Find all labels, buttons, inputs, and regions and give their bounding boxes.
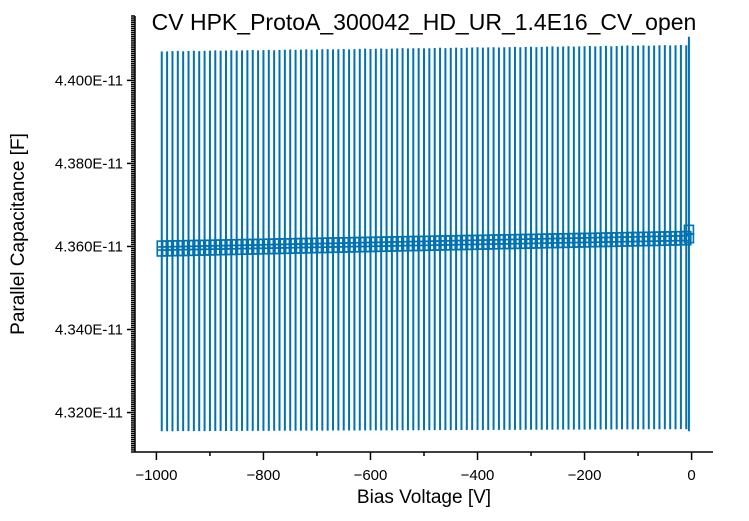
y-tick-label: 4.320E-11 (55, 405, 123, 422)
data-point (268, 50, 280, 431)
data-point (338, 48, 350, 431)
data-point (493, 47, 505, 430)
data-point (236, 50, 248, 431)
data-point (156, 51, 168, 432)
data-point (317, 49, 328, 431)
data-point (252, 50, 264, 431)
y-tick-label: 4.340E-11 (55, 322, 123, 339)
x-ticks: −1000 −800 −600 −400 −200 0 (135, 452, 696, 484)
x-axis-label: Bias Voltage [V] (357, 487, 491, 508)
data-point (402, 48, 414, 431)
data-point (418, 48, 430, 431)
x-tick-label: −800 (247, 467, 281, 484)
data-point (386, 48, 398, 431)
data-point (424, 48, 435, 431)
data-point (680, 45, 692, 430)
data-point (381, 48, 392, 431)
data-point (429, 47, 441, 431)
data-point (311, 49, 323, 431)
data-point (445, 47, 457, 431)
data-point (488, 47, 499, 430)
x-tick-label: 0 (687, 467, 695, 484)
data-point (370, 48, 382, 431)
data-point (461, 47, 473, 431)
data-point (231, 50, 242, 431)
data-point (306, 49, 317, 431)
data-point (482, 47, 494, 430)
data-point (627, 45, 639, 430)
data-point (472, 47, 483, 430)
y-ticks: 4.320E-11 4.340E-11 4.360E-11 4.380E-11 4.40… (55, 15, 135, 453)
y-tick-label: 4.360E-11 (55, 238, 123, 255)
data-point (683, 36, 695, 432)
x-tick-label: −200 (568, 467, 602, 484)
data-point (290, 49, 301, 431)
data-point (638, 45, 649, 430)
data-point (343, 49, 355, 431)
data-point (654, 45, 665, 430)
data-point (648, 45, 660, 430)
data-point (397, 48, 408, 431)
data-point (670, 45, 681, 430)
data-point (333, 49, 344, 431)
data-point (242, 50, 253, 431)
chart-title: CV HPK_ProtoA_300042_HD_UR_1.4E16_CV_ope… (152, 9, 697, 35)
y-tick-label: 4.400E-11 (55, 72, 123, 89)
data-point (300, 49, 312, 431)
data-point (504, 47, 515, 430)
data-point (247, 49, 259, 431)
x-tick-label: −600 (354, 467, 388, 484)
data-point (263, 49, 275, 431)
data-point (434, 47, 446, 431)
data-point (258, 50, 269, 431)
data-point (509, 46, 521, 430)
data-point (632, 45, 644, 430)
x-tick-label: −400 (461, 467, 495, 484)
data-point (375, 48, 387, 431)
data-point (407, 48, 419, 431)
data-point (349, 49, 360, 431)
data-point (322, 49, 333, 431)
data-point (391, 48, 403, 431)
data-point (279, 49, 291, 431)
data-point (413, 48, 424, 431)
data-point (498, 47, 510, 430)
data-point (659, 45, 671, 430)
data-point (365, 48, 376, 431)
data-point (440, 48, 451, 431)
x-tick-label: −1000 (135, 467, 177, 484)
data-point (466, 47, 478, 431)
data-point (477, 47, 489, 430)
data-marks (156, 36, 695, 432)
data-point (456, 47, 467, 431)
data-point (284, 49, 296, 431)
marker-upper (680, 230, 692, 242)
data-point (295, 49, 307, 431)
data-point (226, 50, 237, 431)
marker-upper (683, 224, 695, 236)
y-tick-label: 4.380E-11 (55, 155, 123, 172)
data-point (327, 49, 339, 431)
data-point (354, 48, 366, 431)
data-point (359, 48, 371, 431)
data-point (274, 49, 285, 431)
data-point (664, 45, 676, 430)
data-point (450, 47, 462, 431)
data-point (643, 45, 655, 430)
y-axis-label: Parallel Capacitance [F] (8, 133, 29, 335)
